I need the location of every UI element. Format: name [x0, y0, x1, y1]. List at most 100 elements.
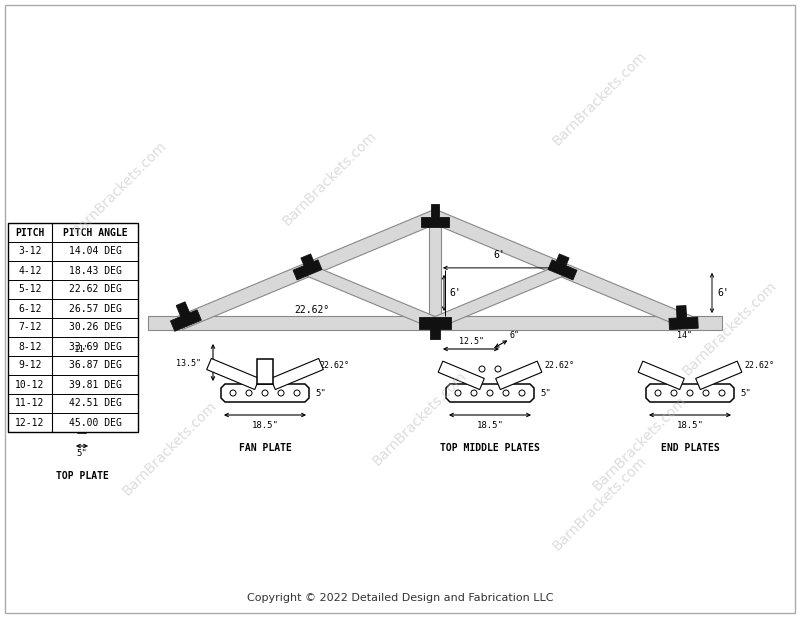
- Text: 33.69 DEG: 33.69 DEG: [69, 342, 122, 352]
- Polygon shape: [421, 204, 450, 227]
- Circle shape: [102, 375, 110, 381]
- Circle shape: [89, 375, 95, 381]
- Text: END PLATES: END PLATES: [661, 443, 719, 453]
- Text: 9-12: 9-12: [18, 360, 42, 371]
- Circle shape: [78, 417, 86, 423]
- Text: 5": 5": [740, 389, 750, 397]
- Text: 3-12: 3-12: [18, 247, 42, 256]
- Circle shape: [519, 390, 525, 396]
- Polygon shape: [178, 210, 438, 329]
- Polygon shape: [221, 384, 309, 402]
- Text: 18.43 DEG: 18.43 DEG: [69, 266, 122, 276]
- Text: BarnBrackets.com: BarnBrackets.com: [590, 393, 690, 493]
- Text: BarnBrackets.com: BarnBrackets.com: [120, 398, 220, 498]
- Polygon shape: [433, 265, 565, 329]
- Circle shape: [671, 390, 677, 396]
- Text: 22.62°: 22.62°: [544, 360, 574, 370]
- Text: 6": 6": [510, 331, 520, 341]
- Text: 6': 6': [717, 288, 729, 298]
- Text: 22.62°: 22.62°: [319, 360, 349, 370]
- Text: 36.87 DEG: 36.87 DEG: [69, 360, 122, 371]
- Circle shape: [655, 390, 661, 396]
- Polygon shape: [148, 316, 722, 330]
- Text: BarnBrackets.com: BarnBrackets.com: [680, 278, 780, 378]
- Circle shape: [471, 390, 477, 396]
- Circle shape: [246, 390, 252, 396]
- Text: 5": 5": [540, 389, 550, 397]
- Text: PITCH: PITCH: [15, 227, 45, 237]
- Text: BarnBrackets.com: BarnBrackets.com: [280, 128, 380, 228]
- Circle shape: [278, 390, 284, 396]
- Text: 22.62°: 22.62°: [744, 360, 774, 370]
- Polygon shape: [446, 384, 534, 402]
- Polygon shape: [432, 210, 693, 329]
- Circle shape: [495, 366, 501, 372]
- Polygon shape: [206, 358, 259, 389]
- Text: 8-12: 8-12: [18, 342, 42, 352]
- Text: 18.5": 18.5": [477, 420, 503, 430]
- Text: 12-12: 12-12: [15, 418, 45, 428]
- Text: 14": 14": [678, 331, 693, 339]
- Text: BarnBrackets.com: BarnBrackets.com: [70, 138, 170, 238]
- Text: Copyright © 2022 Detailed Design and Fabrication LLC: Copyright © 2022 Detailed Design and Fab…: [246, 593, 554, 603]
- Text: 18.5": 18.5": [677, 420, 703, 430]
- Text: BarnBrackets.com: BarnBrackets.com: [550, 453, 650, 553]
- Text: 6-12: 6-12: [18, 303, 42, 313]
- Text: 10-12: 10-12: [15, 379, 45, 389]
- Text: BarnBrackets.com: BarnBrackets.com: [550, 48, 650, 148]
- Polygon shape: [73, 387, 91, 433]
- Text: 5": 5": [77, 449, 87, 459]
- Circle shape: [703, 390, 709, 396]
- Circle shape: [262, 390, 268, 396]
- Text: 39.81 DEG: 39.81 DEG: [69, 379, 122, 389]
- Polygon shape: [293, 254, 322, 280]
- Text: 22.62°: 22.62°: [294, 305, 330, 315]
- Text: 4-12: 4-12: [18, 266, 42, 276]
- Text: 14.04 DEG: 14.04 DEG: [69, 247, 122, 256]
- Circle shape: [687, 390, 693, 396]
- Polygon shape: [646, 384, 734, 402]
- Circle shape: [54, 375, 62, 381]
- Circle shape: [503, 390, 509, 396]
- Circle shape: [294, 390, 300, 396]
- Polygon shape: [548, 254, 577, 280]
- Bar: [8, 223, 138, 432]
- Text: 26.57 DEG: 26.57 DEG: [69, 303, 122, 313]
- Polygon shape: [438, 361, 484, 389]
- Circle shape: [230, 390, 236, 396]
- Polygon shape: [419, 318, 451, 339]
- Text: TOP MIDDLE PLATES: TOP MIDDLE PLATES: [440, 443, 540, 453]
- Polygon shape: [270, 358, 323, 389]
- Polygon shape: [669, 305, 698, 329]
- Circle shape: [719, 390, 725, 396]
- Polygon shape: [638, 361, 684, 389]
- Polygon shape: [170, 302, 202, 331]
- Text: 6': 6': [493, 250, 505, 260]
- Polygon shape: [696, 361, 742, 389]
- Polygon shape: [429, 217, 441, 323]
- Text: 42.51 DEG: 42.51 DEG: [69, 399, 122, 408]
- Text: FAN PLATE: FAN PLATE: [238, 443, 291, 453]
- Text: 12.5": 12.5": [458, 336, 483, 345]
- Circle shape: [78, 407, 86, 413]
- Polygon shape: [82, 369, 120, 387]
- Circle shape: [479, 366, 485, 372]
- Text: 5": 5": [315, 389, 326, 397]
- Circle shape: [455, 390, 461, 396]
- Text: 7-12: 7-12: [18, 323, 42, 332]
- Text: 6': 6': [449, 288, 461, 298]
- Text: 5-12: 5-12: [18, 284, 42, 295]
- Polygon shape: [305, 265, 438, 329]
- Polygon shape: [257, 359, 273, 384]
- Text: TOP PLATE: TOP PLATE: [55, 471, 109, 481]
- Text: PITCH ANGLE: PITCH ANGLE: [62, 227, 127, 237]
- Text: 45.00 DEG: 45.00 DEG: [69, 418, 122, 428]
- Polygon shape: [496, 361, 542, 389]
- Text: 22.62 DEG: 22.62 DEG: [69, 284, 122, 295]
- Text: 11": 11": [74, 345, 90, 355]
- Circle shape: [69, 375, 75, 381]
- Text: 18.5": 18.5": [251, 420, 278, 430]
- Text: 13.5": 13.5": [176, 358, 201, 368]
- Circle shape: [487, 390, 493, 396]
- Text: BarnBrackets.com: BarnBrackets.com: [370, 368, 470, 468]
